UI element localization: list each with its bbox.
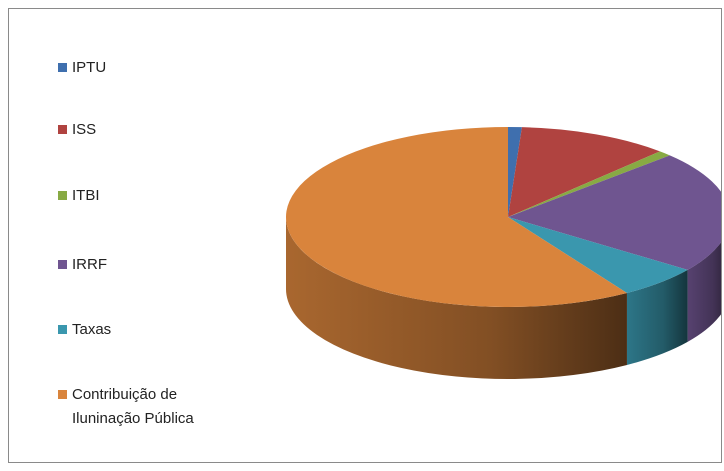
slice — [508, 217, 688, 293]
legend-swatch — [58, 125, 67, 134]
slice-side — [687, 242, 721, 342]
slice-side — [286, 217, 627, 379]
slice — [508, 155, 721, 270]
legend-swatch — [58, 390, 67, 399]
legend-item: Contribuição de Iluninação Pública — [58, 383, 248, 431]
legend-label: ITBI — [72, 187, 100, 204]
legend-swatch — [58, 325, 67, 334]
legend-label: Contribuição de Iluninação Pública — [72, 386, 194, 427]
legend-label: IPTU — [72, 59, 107, 76]
legend-swatch — [58, 260, 67, 269]
slice — [508, 151, 670, 217]
legend-swatch — [58, 63, 67, 72]
pie — [286, 127, 721, 379]
legend-item: IPTU — [58, 56, 248, 80]
slice-side — [626, 269, 688, 365]
legend-item: ISS — [58, 118, 248, 142]
legend-label: ISS — [72, 121, 97, 138]
slice — [508, 127, 660, 217]
legend-label: Taxas — [72, 321, 112, 338]
legend-item: Taxas — [58, 318, 248, 342]
legend-item: IRRF — [58, 253, 248, 277]
legend-item: ITBI — [58, 184, 248, 208]
slice — [286, 127, 627, 307]
legend-swatch — [58, 191, 67, 200]
legend-label: IRRF — [72, 256, 107, 273]
slice — [508, 127, 522, 217]
